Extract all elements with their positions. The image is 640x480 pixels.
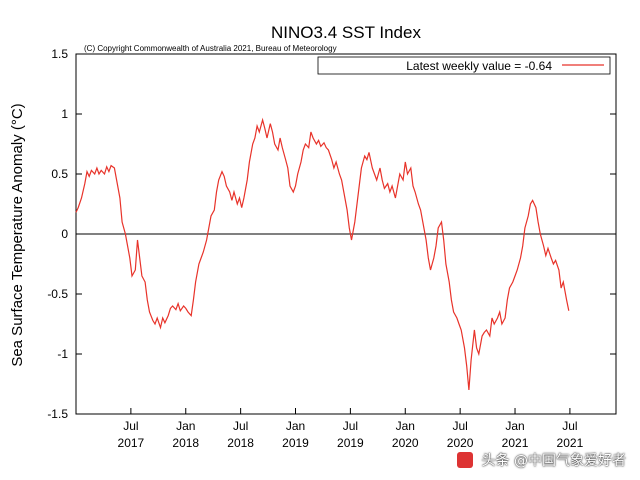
- y-tick-label: 1.5: [51, 47, 68, 61]
- x-tick-year: 2020: [447, 436, 474, 450]
- y-tick-label: -0.5: [47, 287, 68, 301]
- chart-title: NINO3.4 SST Index: [271, 23, 421, 42]
- y-tick-label: 0: [61, 227, 68, 241]
- x-tick-month: Jul: [123, 419, 138, 433]
- x-tick-month: Jan: [176, 419, 195, 433]
- x-tick-month: Jul: [562, 419, 577, 433]
- chart-subtitle: (C) Copyright Commonwealth of Australia …: [84, 44, 337, 53]
- x-tick-year: 2021: [557, 436, 584, 450]
- y-axis-label: Sea Surface Temperature Anomaly (°C): [9, 103, 26, 366]
- x-tick-month: Jul: [452, 419, 467, 433]
- x-tick-year: 2021: [502, 436, 529, 450]
- sst-anomaly-line: [75, 117, 570, 391]
- x-tick-month: Jul: [343, 419, 358, 433]
- x-tick-year: 2018: [172, 436, 199, 450]
- x-tick-year: 2020: [392, 436, 419, 450]
- y-tick-label: 1: [61, 107, 68, 121]
- toutiao-logo-icon: [457, 452, 474, 468]
- x-tick-month: Jan: [505, 419, 524, 433]
- x-tick-year: 2019: [337, 436, 364, 450]
- legend-label: Latest weekly value = -0.64: [406, 59, 552, 73]
- y-tick-label: -1.5: [47, 407, 68, 421]
- watermark: 头条 @中国气象爱好者: [457, 450, 626, 470]
- watermark-text: 头条 @中国气象爱好者: [481, 453, 626, 469]
- x-tick-year: 2018: [227, 436, 254, 450]
- x-tick-month: Jan: [286, 419, 305, 433]
- x-axis: Jul 2017 Jan 2018 Jul 2018 Jan 2019 Jul 2019 Jan 20…: [118, 408, 584, 450]
- x-tick-year: 2017: [118, 436, 145, 450]
- y-tick-label: -1: [57, 347, 68, 361]
- legend: Latest weekly value = -0.64: [317, 56, 611, 75]
- legend-box: [317, 56, 611, 75]
- y-tick-label: 0.5: [51, 167, 68, 181]
- x-tick-year: 2019: [282, 436, 309, 450]
- x-tick-month: Jan: [396, 419, 415, 433]
- x-tick-month: Jul: [233, 419, 248, 433]
